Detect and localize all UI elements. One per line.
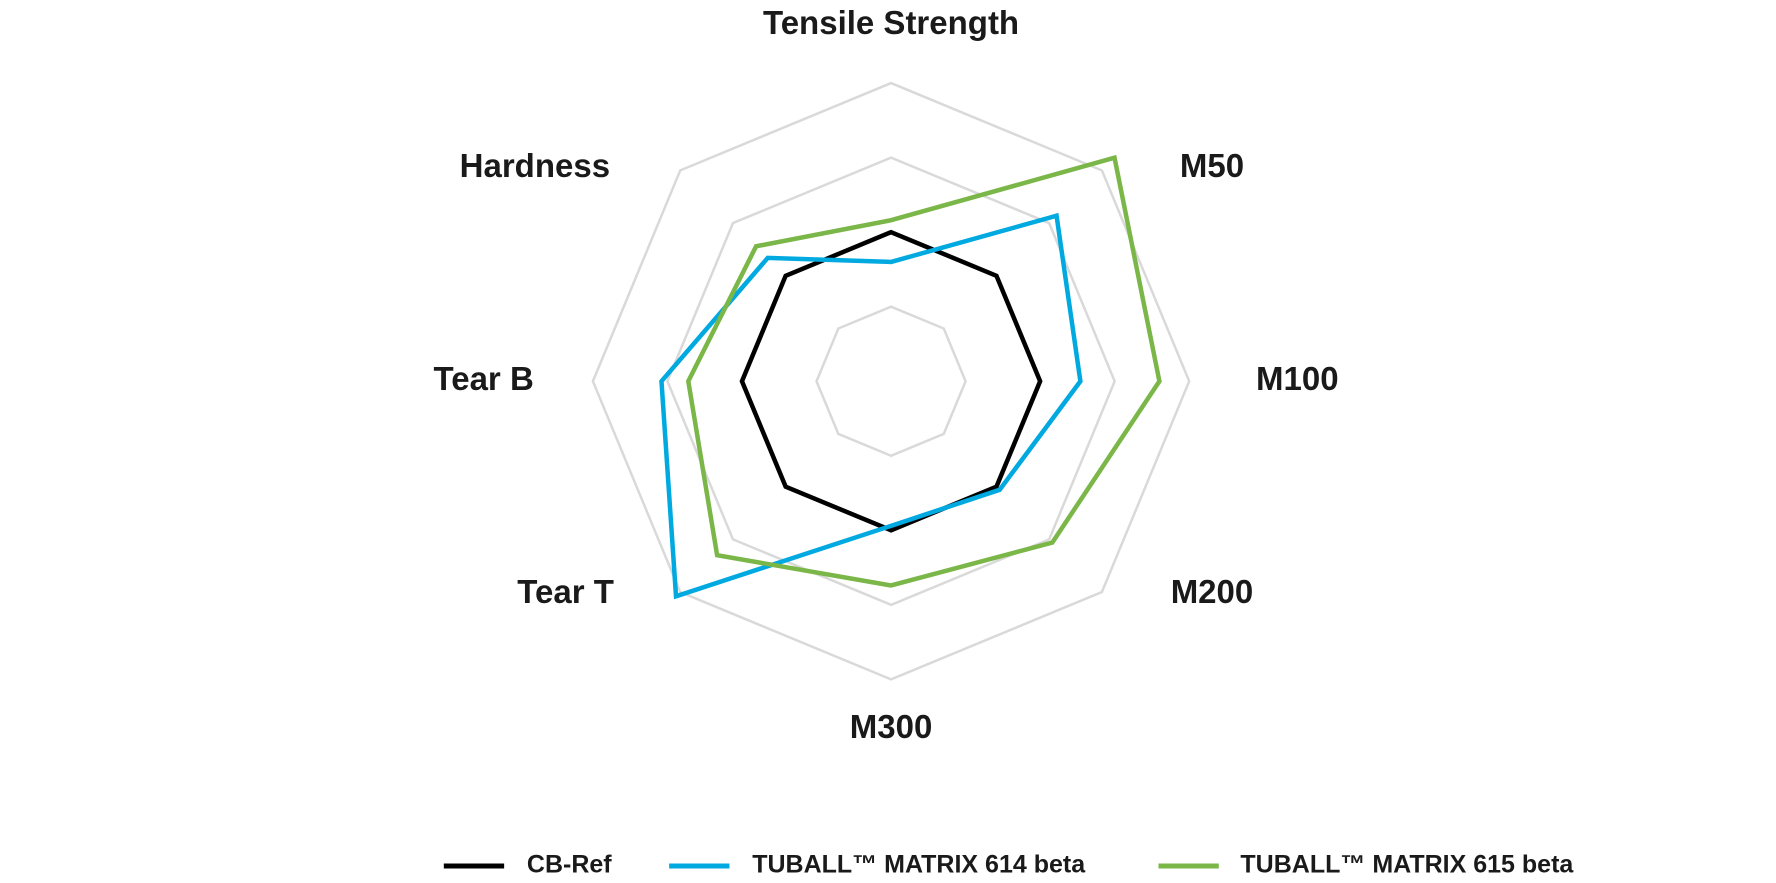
series-line <box>659 212 1083 600</box>
axis-label: Tear B <box>434 360 534 397</box>
grid-ring <box>666 156 1117 607</box>
series-line <box>685 154 1162 588</box>
axis-label: M300 <box>850 708 933 745</box>
legend-label: CB-Ref <box>527 851 612 878</box>
series-line <box>739 229 1043 533</box>
legend-label: TUBALL™ MATRIX 615 beta <box>1240 851 1574 878</box>
legend-label: TUBALL™ MATRIX 614 beta <box>752 851 1086 878</box>
grid-ring <box>591 81 1191 681</box>
axis-label: M100 <box>1256 360 1339 397</box>
axis-label: Hardness <box>460 147 610 184</box>
axis-label: Tear T <box>517 573 614 610</box>
axis-label: Tensile Strength <box>763 4 1019 41</box>
axis-label: M50 <box>1180 147 1244 184</box>
grid-ring <box>815 305 967 458</box>
axis-label: M200 <box>1171 573 1254 610</box>
